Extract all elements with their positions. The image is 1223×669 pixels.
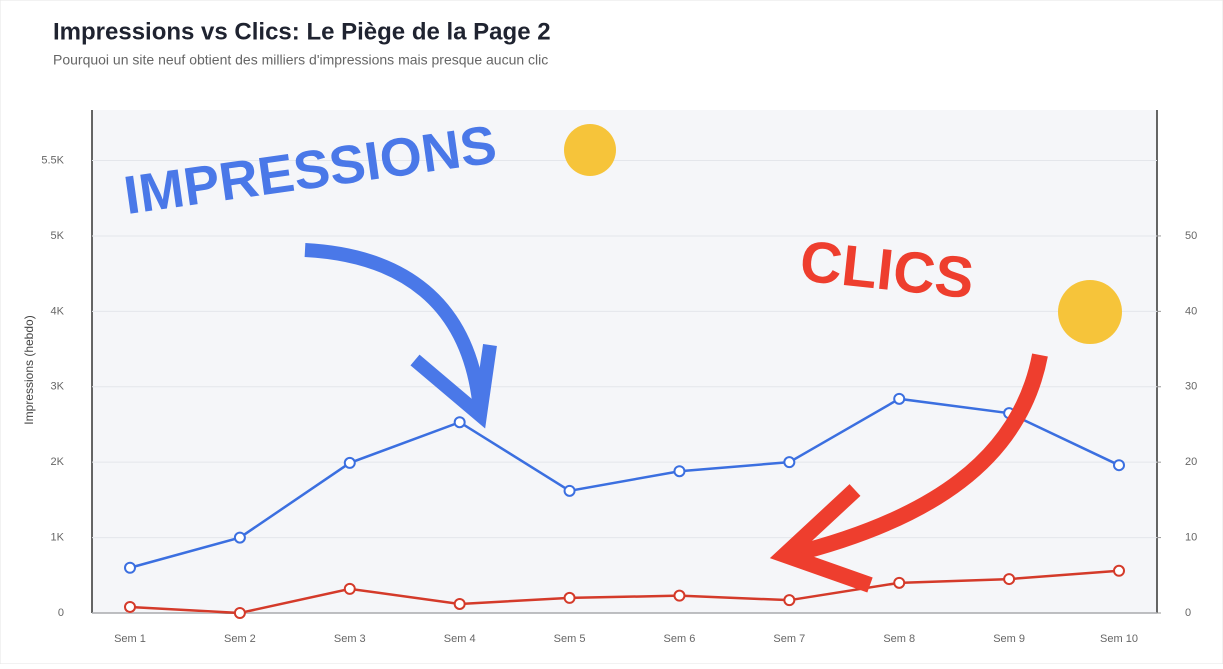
- y-tick-label: 5.5K: [41, 154, 64, 166]
- emoji: [1058, 280, 1122, 344]
- point: [124, 561, 136, 574]
- y2-tick-label: 10: [1185, 531, 1197, 543]
- y-tick-label: 0: [58, 607, 64, 619]
- y-tick-label: 2K: [51, 456, 65, 468]
- point: [453, 416, 466, 429]
- point: [1113, 459, 1125, 472]
- chart-title: Impressions vs Clics: Le Piège de la Pag…: [53, 18, 551, 45]
- y-tick-label: 3K: [51, 381, 65, 393]
- point: [343, 582, 356, 595]
- y-tick-label: 1K: [51, 531, 65, 543]
- x-tick-label: Sem 4: [444, 633, 476, 645]
- decoration: [304, 124, 1122, 593]
- marks: 0 1K 2K 3K 4K 5K 5.5K 0 10 20 30 40 50 Sem 1 Sem 2 Sem …: [41, 154, 1197, 644]
- point: [563, 484, 576, 497]
- point: [563, 591, 576, 604]
- point: [893, 392, 906, 405]
- x-tick-label: Sem 9: [993, 633, 1025, 645]
- arrow-head: [769, 484, 873, 593]
- point: [893, 576, 906, 589]
- y2-tick-label: 40: [1185, 305, 1197, 317]
- point: [453, 597, 466, 610]
- y2-tick-label: 20: [1185, 456, 1197, 468]
- point: [343, 456, 356, 469]
- x-tick-label: Sem 1: [114, 633, 146, 645]
- point: [1113, 564, 1125, 577]
- point: [783, 594, 796, 607]
- y2-tick-label: 50: [1185, 230, 1197, 242]
- y2-tick-label: 0: [1185, 607, 1191, 619]
- y2-tick-label: 30: [1185, 381, 1197, 393]
- arrow-head: [410, 344, 497, 429]
- point: [124, 600, 136, 613]
- x-tick-label: Sem 5: [554, 633, 586, 645]
- x-tick-label: Sem 10: [1100, 633, 1138, 645]
- point: [233, 531, 246, 544]
- x-tick-label: Sem 8: [883, 633, 915, 645]
- point: [1003, 573, 1016, 586]
- arrow: [788, 353, 1048, 563]
- y-tick-label: 4K: [51, 305, 65, 317]
- x-tick-label: Sem 2: [224, 633, 256, 645]
- x-tick-label: Sem 7: [773, 633, 805, 645]
- y-tick-label: 5K: [51, 230, 65, 242]
- chart-subtitle: Pourquoi un site neuf obtient des millie…: [53, 52, 548, 68]
- y-axis-label: Impressions (hebdo): [22, 315, 36, 424]
- arrow: [304, 243, 487, 411]
- point: [673, 465, 686, 478]
- series-line: [129, 569, 1120, 615]
- emoji: [564, 124, 616, 176]
- x-tick-label: Sem 6: [664, 633, 696, 645]
- point: [233, 607, 246, 619]
- point: [673, 589, 686, 602]
- series-line: [129, 397, 1120, 569]
- x-tick-label: Sem 3: [334, 633, 366, 645]
- plot-area: [92, 110, 1157, 613]
- point: [783, 456, 796, 469]
